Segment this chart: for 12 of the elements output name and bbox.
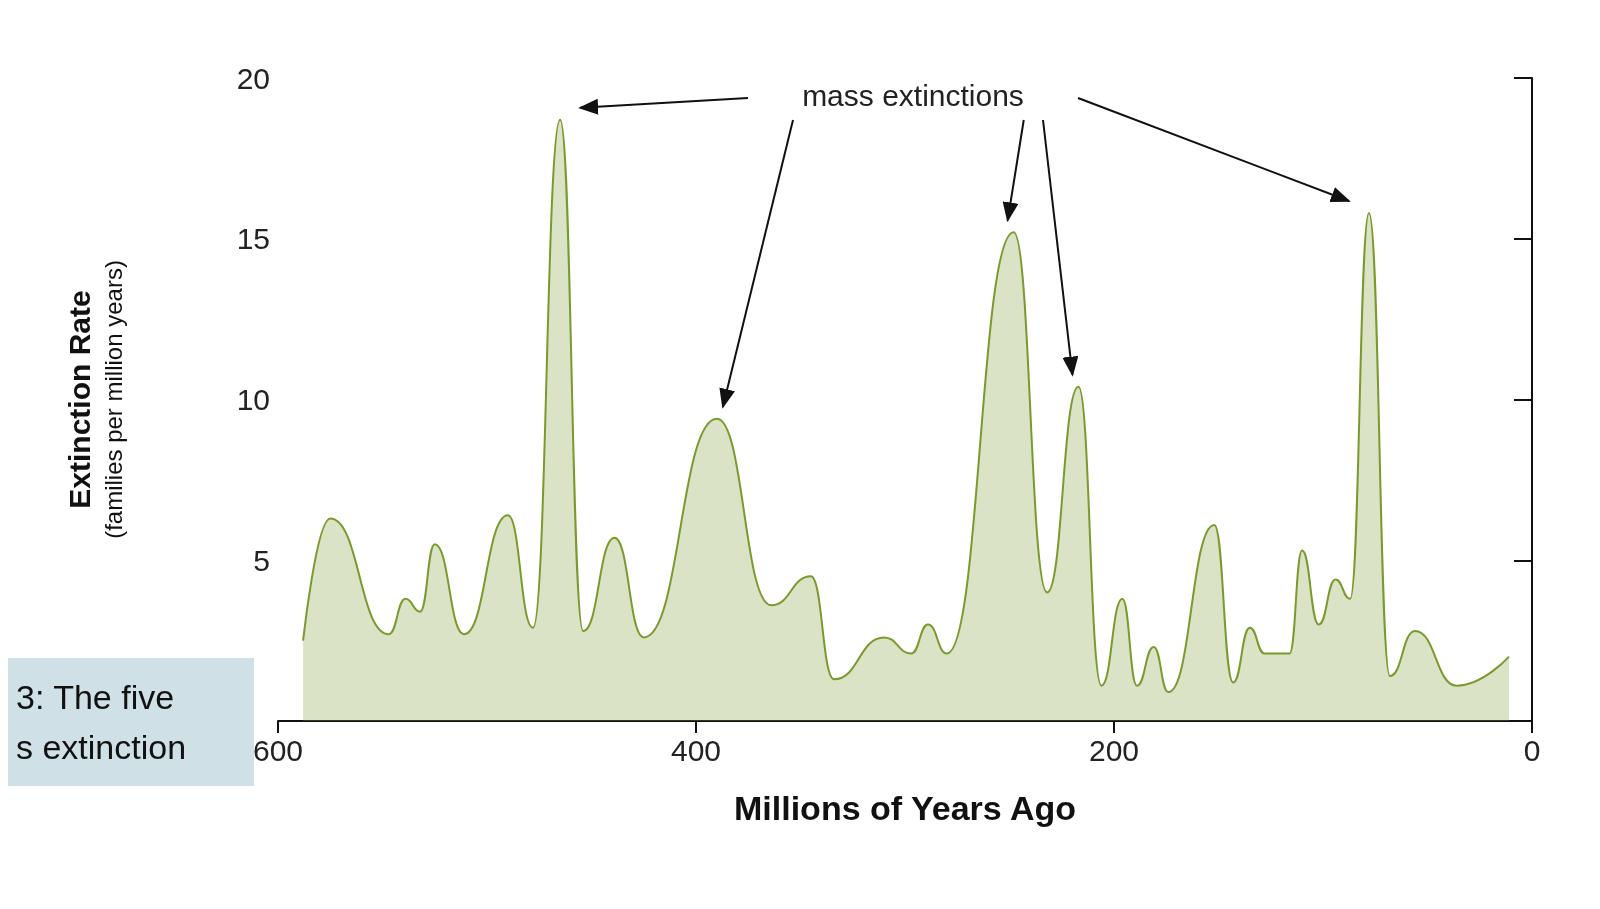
text: 3: The five s extinction: [8, 658, 254, 786]
y-tick-label: 10: [236, 383, 270, 416]
y-axis-title: Extinction Rate (families per million years): [62, 260, 127, 539]
x-tick-label: 200: [1088, 733, 1140, 767]
y-tick-label: 20: [236, 61, 270, 95]
x-axis-title: Millions of Years Ago: [734, 789, 1076, 827]
x-tick-label: 0: [1523, 733, 1541, 767]
x-tick-label: 600: [252, 733, 304, 767]
x-tick-label: 400: [670, 733, 722, 767]
y-tick-label: 15: [236, 222, 270, 256]
annotation: mass extinctions: [802, 78, 1024, 112]
y-tick-label: 5: [253, 543, 270, 577]
